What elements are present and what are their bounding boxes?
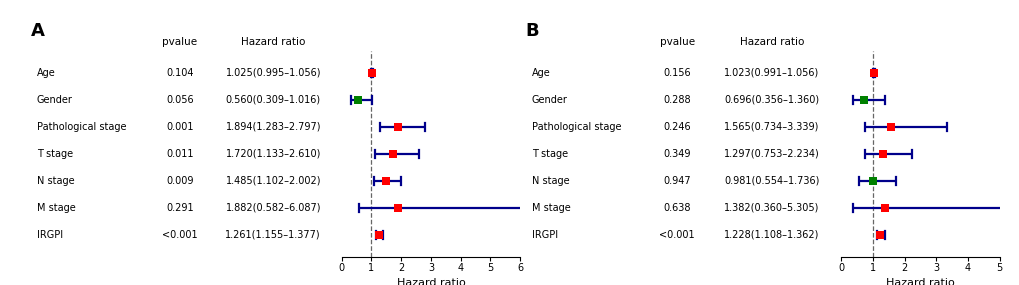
X-axis label: Hazard ratio: Hazard ratio <box>886 278 954 285</box>
Text: 0.638: 0.638 <box>662 203 690 213</box>
Text: 0.009: 0.009 <box>166 176 194 186</box>
Text: 0.001: 0.001 <box>166 122 194 132</box>
X-axis label: Hazard ratio: Hazard ratio <box>396 278 465 285</box>
Text: Pathological stage: Pathological stage <box>37 122 126 132</box>
Text: Age: Age <box>531 68 550 78</box>
Text: M stage: M stage <box>37 203 75 213</box>
Text: IRGPI: IRGPI <box>37 230 63 240</box>
Text: 1.382(0.360–5.305): 1.382(0.360–5.305) <box>723 203 819 213</box>
Text: 1.297(0.753–2.234): 1.297(0.753–2.234) <box>723 149 819 159</box>
Text: Age: Age <box>37 68 55 78</box>
Text: IRGPI: IRGPI <box>531 230 557 240</box>
Text: pvalue: pvalue <box>162 37 198 47</box>
Text: 0.981(0.554–1.736): 0.981(0.554–1.736) <box>723 176 819 186</box>
Text: 1.025(0.995–1.056): 1.025(0.995–1.056) <box>225 68 321 78</box>
Text: 0.056: 0.056 <box>166 95 194 105</box>
Text: 0.560(0.309–1.016): 0.560(0.309–1.016) <box>225 95 321 105</box>
Text: 0.696(0.356–1.360): 0.696(0.356–1.360) <box>723 95 818 105</box>
Text: B: B <box>525 22 538 40</box>
Text: A: A <box>31 22 45 40</box>
Text: 1.261(1.155–1.377): 1.261(1.155–1.377) <box>225 230 321 240</box>
Text: 1.894(1.283–2.797): 1.894(1.283–2.797) <box>225 122 321 132</box>
Text: 0.947: 0.947 <box>662 176 690 186</box>
Text: Hazard ratio: Hazard ratio <box>240 37 305 47</box>
Text: 0.291: 0.291 <box>166 203 194 213</box>
Text: 0.349: 0.349 <box>662 149 690 159</box>
Text: 0.104: 0.104 <box>166 68 194 78</box>
Text: M stage: M stage <box>531 203 570 213</box>
Text: 1.565(0.734–3.339): 1.565(0.734–3.339) <box>723 122 819 132</box>
Text: pvalue: pvalue <box>659 37 694 47</box>
Text: Pathological stage: Pathological stage <box>531 122 621 132</box>
Text: N stage: N stage <box>37 176 74 186</box>
Text: 1.228(1.108–1.362): 1.228(1.108–1.362) <box>723 230 819 240</box>
Text: 1.023(0.991–1.056): 1.023(0.991–1.056) <box>723 68 818 78</box>
Text: 0.011: 0.011 <box>166 149 194 159</box>
Text: T stage: T stage <box>531 149 568 159</box>
Text: T stage: T stage <box>37 149 73 159</box>
Text: Gender: Gender <box>531 95 567 105</box>
Text: Gender: Gender <box>37 95 72 105</box>
Text: 1.720(1.133–2.610): 1.720(1.133–2.610) <box>225 149 321 159</box>
Text: 1.882(0.582–6.087): 1.882(0.582–6.087) <box>225 203 321 213</box>
Text: 0.156: 0.156 <box>662 68 690 78</box>
Text: 0.288: 0.288 <box>662 95 690 105</box>
Text: 0.246: 0.246 <box>662 122 690 132</box>
Text: <0.001: <0.001 <box>162 230 198 240</box>
Text: 1.485(1.102–2.002): 1.485(1.102–2.002) <box>225 176 321 186</box>
Text: Hazard ratio: Hazard ratio <box>739 37 803 47</box>
Text: <0.001: <0.001 <box>658 230 694 240</box>
Text: N stage: N stage <box>531 176 569 186</box>
